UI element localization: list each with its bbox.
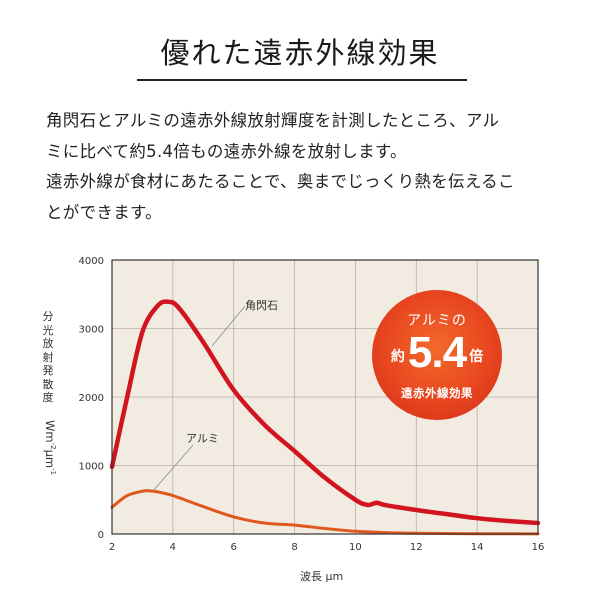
title-underline (137, 79, 467, 81)
aluminum-leader-line (152, 444, 194, 492)
y-axis-ticks: 0 1000 2000 3000 4000 (79, 256, 104, 541)
ratio-badge: アルミの 約5.4 倍 遠赤外線効果 (372, 290, 502, 420)
description-line: ミに比べて約5.4倍もの遠赤外線を放射します。 (46, 141, 407, 161)
aluminum-label: アルミ (186, 432, 219, 445)
svg-text:6: 6 (231, 542, 237, 553)
description-line: とができます。 (46, 202, 162, 222)
y-axis-unit: Wm-2μm-1 (43, 420, 57, 476)
x-axis-ticks: 2 4 6 8 10 12 14 16 (109, 542, 545, 553)
y-axis-label: 分光放射発散度 (42, 310, 54, 404)
badge-prefix: 約 (390, 349, 405, 365)
badge-number: 5.4 (407, 328, 467, 377)
svg-text:8: 8 (291, 542, 297, 553)
svg-text:1000: 1000 (79, 462, 104, 473)
description-line: 角閃石とアルミの遠赤外線放射輝度を計測したところ、アル (46, 111, 500, 130)
svg-text:4000: 4000 (79, 256, 104, 267)
aluminum-line (110, 489, 540, 536)
description-line: 遠赤外線が食材にあたることで、奥までじっくり熱を伝えるこ (46, 172, 515, 191)
svg-text:4: 4 (170, 542, 176, 553)
badge-bottom-text: 遠赤外線効果 (401, 386, 473, 400)
badge-ratio: 約5.4 倍 (372, 328, 502, 378)
svg-text:10: 10 (349, 542, 362, 553)
svg-text:0: 0 (98, 530, 104, 541)
description: 角閃石とアルミの遠赤外線放射輝度を計測したところ、アル ミに比べて約5.4倍もの… (46, 106, 566, 228)
plot-frame (111, 259, 539, 535)
badge-suffix: 倍 (469, 349, 484, 365)
svg-text:2: 2 (109, 542, 115, 553)
page-title: 優れた遠赤外線効果 (160, 36, 440, 70)
svg-text:2000: 2000 (79, 393, 104, 404)
hornblende-leader-line (211, 305, 246, 347)
svg-text:14: 14 (471, 542, 484, 553)
hornblende-label: 角閃石 (245, 299, 278, 312)
hornblende-line (109, 299, 541, 526)
svg-text:3000: 3000 (79, 325, 104, 336)
svg-text:16: 16 (532, 542, 545, 553)
badge-top-text: アルミの (407, 313, 467, 329)
x-axis-label: 波長 μm (300, 570, 344, 583)
svg-text:12: 12 (410, 542, 423, 553)
